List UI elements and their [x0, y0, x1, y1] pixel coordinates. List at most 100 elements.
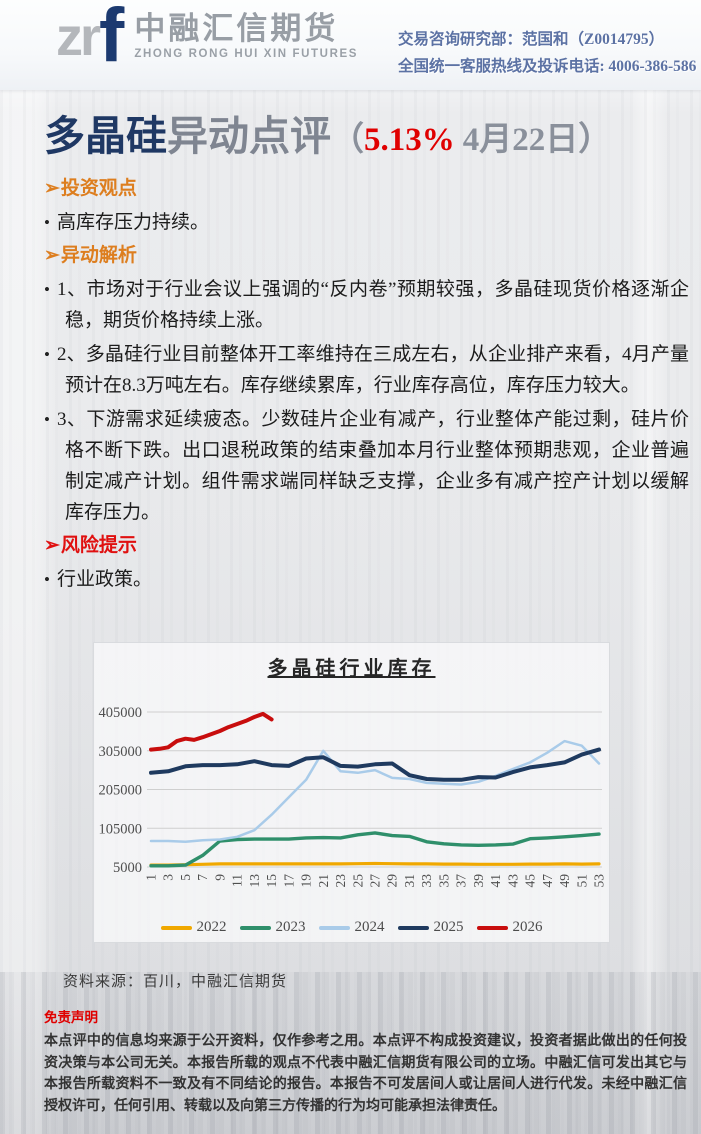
series-line-2023	[149, 831, 601, 868]
legend-label: 2022	[196, 919, 227, 935]
section-text: 1、市场对于行业会议上强调的“反内卷”预期较强，多晶硅现货价格逐渐企稳，期货价格…	[56, 279, 689, 331]
x-axis-tick-label: 27	[368, 874, 383, 888]
x-axis-tick-label: 43	[505, 874, 520, 888]
chart-title: 多晶硅行业库存	[267, 658, 436, 680]
legend-line-swatch	[318, 925, 350, 930]
x-axis-tick-label: 41	[488, 874, 503, 888]
x-axis-tick-label: 25	[350, 874, 365, 888]
x-axis-tick-label: 53	[592, 874, 607, 888]
legend-label: 2026	[512, 919, 543, 935]
section-heading: ➢异动解析	[44, 243, 689, 269]
legend-line-swatch	[476, 925, 508, 930]
company-name-en: ZHONG RONG HUI XIN FUTURES	[134, 48, 359, 60]
bullet-dot-icon: •	[44, 213, 50, 232]
section-text: 3、下游需求延续疲态。少数硅片企业有减产，行业整体产能过剩，硅片价格不断下跌。出…	[56, 409, 689, 523]
x-axis-tick-label: 17	[281, 874, 296, 888]
section-text: 异动解析	[60, 245, 137, 266]
x-axis-tick-label: 49	[557, 874, 572, 888]
chart-legend: 2022 2023 2024 2025 2026	[94, 919, 609, 936]
x-axis-tick-label: 33	[419, 874, 434, 888]
x-axis-tick-label: 11	[230, 874, 245, 887]
series-line-2024	[149, 739, 601, 844]
x-axis-tick-label: 37	[454, 874, 469, 888]
legend-item-2024: 2024	[318, 919, 385, 936]
legend-label: 2024	[354, 919, 385, 935]
y-axis-tick-label: 105000	[99, 821, 143, 837]
y-axis-tick-label: 205000	[99, 783, 143, 799]
section-heading: ➢投资观点	[44, 176, 689, 202]
bullet-dot-icon: •	[44, 280, 50, 299]
bullet-dot-icon: •	[44, 410, 50, 429]
contact-hotline: 全国统一客服热线及投诉电话: 4006-386-586	[398, 58, 697, 75]
legend-label: 2025	[433, 919, 464, 935]
logo-zr-letters: zr	[56, 7, 101, 67]
x-axis-tick-label: 51	[574, 874, 589, 888]
legend-line-swatch	[239, 925, 271, 930]
legend-line-swatch	[160, 925, 192, 930]
x-axis-tick-label: 19	[299, 874, 314, 888]
x-axis-tick-label: 39	[471, 874, 486, 888]
title-product: 多晶硅	[44, 113, 167, 159]
source-note: 资料来源：百川，中融汇信期货	[63, 974, 288, 990]
series-line-2026	[149, 711, 274, 752]
legend-line-swatch	[397, 925, 429, 930]
logo-f-letter: f	[99, 0, 125, 78]
section-text: 投资观点	[60, 178, 137, 199]
bullet-item: • 1、市场对于行业会议上强调的“反内卷”预期较强，多晶硅现货价格逐渐企稳，期货价…	[44, 274, 689, 336]
arrow-marker-icon: ➢	[44, 535, 60, 556]
x-axis-tick-label: 45	[523, 874, 538, 888]
report-sections: ➢投资观点 • 高库存压力持续。 ➢异动解析 • 1、市场对于行业会议上强调的“反内卷”预…	[44, 176, 689, 595]
title-paren-open: （	[331, 122, 364, 158]
bullet-item: • 行业政策。	[44, 564, 689, 595]
legend-label: 2023	[275, 919, 306, 935]
arrow-marker-icon: ➢	[44, 245, 60, 266]
x-axis-tick-label: 3	[161, 874, 176, 881]
x-axis-tick-label: 13	[247, 874, 262, 888]
x-axis-tick-label: 21	[316, 874, 331, 888]
legend-item-2025: 2025	[397, 919, 464, 936]
company-logo: zr f 中融汇信期货 ZHONG RONG HUI XIN FUTURES	[56, 0, 358, 78]
bullet-dot-icon: •	[44, 345, 50, 364]
title-date: 4月22日	[462, 122, 579, 158]
y-axis-tick-label: 305000	[99, 744, 143, 760]
title-percent: 5.13%	[364, 122, 455, 158]
header: zr f 中融汇信期货 ZHONG RONG HUI XIN FUTURES 交…	[0, 0, 701, 90]
bullet-item: • 高库存压力持续。	[44, 207, 689, 238]
x-axis-tick-label: 5	[178, 874, 193, 881]
contact-info: 交易咨询研究部：范国和（Z0014795） 全国统一客服热线及投诉电话: 400…	[398, 26, 696, 80]
x-axis-tick-label: 23	[333, 874, 348, 888]
x-axis-tick-label: 47	[540, 874, 555, 888]
x-axis-tick-label: 35	[436, 874, 451, 888]
section-heading: ➢风险提示	[44, 533, 689, 559]
contact-research-dept: 交易咨询研究部：范国和（Z0014795）	[398, 31, 665, 48]
disclaimer-title: 免责声明	[44, 1010, 98, 1025]
company-name-cn: 中融汇信期货	[134, 11, 339, 46]
legend-item-2022: 2022	[160, 919, 227, 936]
bullet-item: • 3、下游需求延续疲态。少数硅片企业有减产，行业整体产能过剩，硅片价格不断下跌。…	[44, 404, 689, 528]
x-axis-tick-label: 31	[402, 874, 417, 888]
x-axis-tick-label: 7	[195, 874, 210, 881]
logo-names: 中融汇信期货 ZHONG RONG HUI XIN FUTURES	[134, 12, 358, 66]
arrow-marker-icon: ➢	[44, 178, 60, 199]
x-axis-tick-label: 15	[264, 874, 279, 888]
disclaimer-body: 本点评中的信息均来源于公开资料，仅作参考之用。本点评不构成投资建议，投资者据此做…	[44, 1034, 687, 1114]
section-text: 行业政策。	[56, 569, 152, 590]
section-text: 风险提示	[60, 535, 137, 556]
section-text: 2、多晶硅行业目前整体开工率维持在三成左右，从企业排产来看，4月产量预计在8.3…	[56, 344, 689, 396]
series-line-2022	[149, 861, 601, 867]
y-axis-tick-label: 5000	[113, 860, 142, 876]
series-line-2025	[149, 747, 601, 782]
legend-item-2026: 2026	[476, 919, 543, 936]
page-title: 多晶硅异动点评（5.13% 4月22日）	[44, 110, 689, 166]
section-text: 高库存压力持续。	[56, 212, 209, 233]
bullet-item: • 2、多晶硅行业目前整体开工率维持在三成左右，从企业排产来看，4月产量预计在8.…	[44, 339, 689, 401]
x-axis-tick-label: 9	[212, 874, 227, 881]
title-rest: 异动点评	[167, 113, 331, 159]
legend-item-2023: 2023	[239, 919, 306, 936]
inventory-chart-panel: 多晶硅行业库存 5000 105000 205000 305000 405000 1 3 5 7…	[93, 642, 610, 943]
y-axis-tick-label: 405000	[99, 705, 143, 721]
title-paren-close: ）	[578, 122, 612, 158]
x-axis-tick-label: 29	[385, 874, 400, 888]
